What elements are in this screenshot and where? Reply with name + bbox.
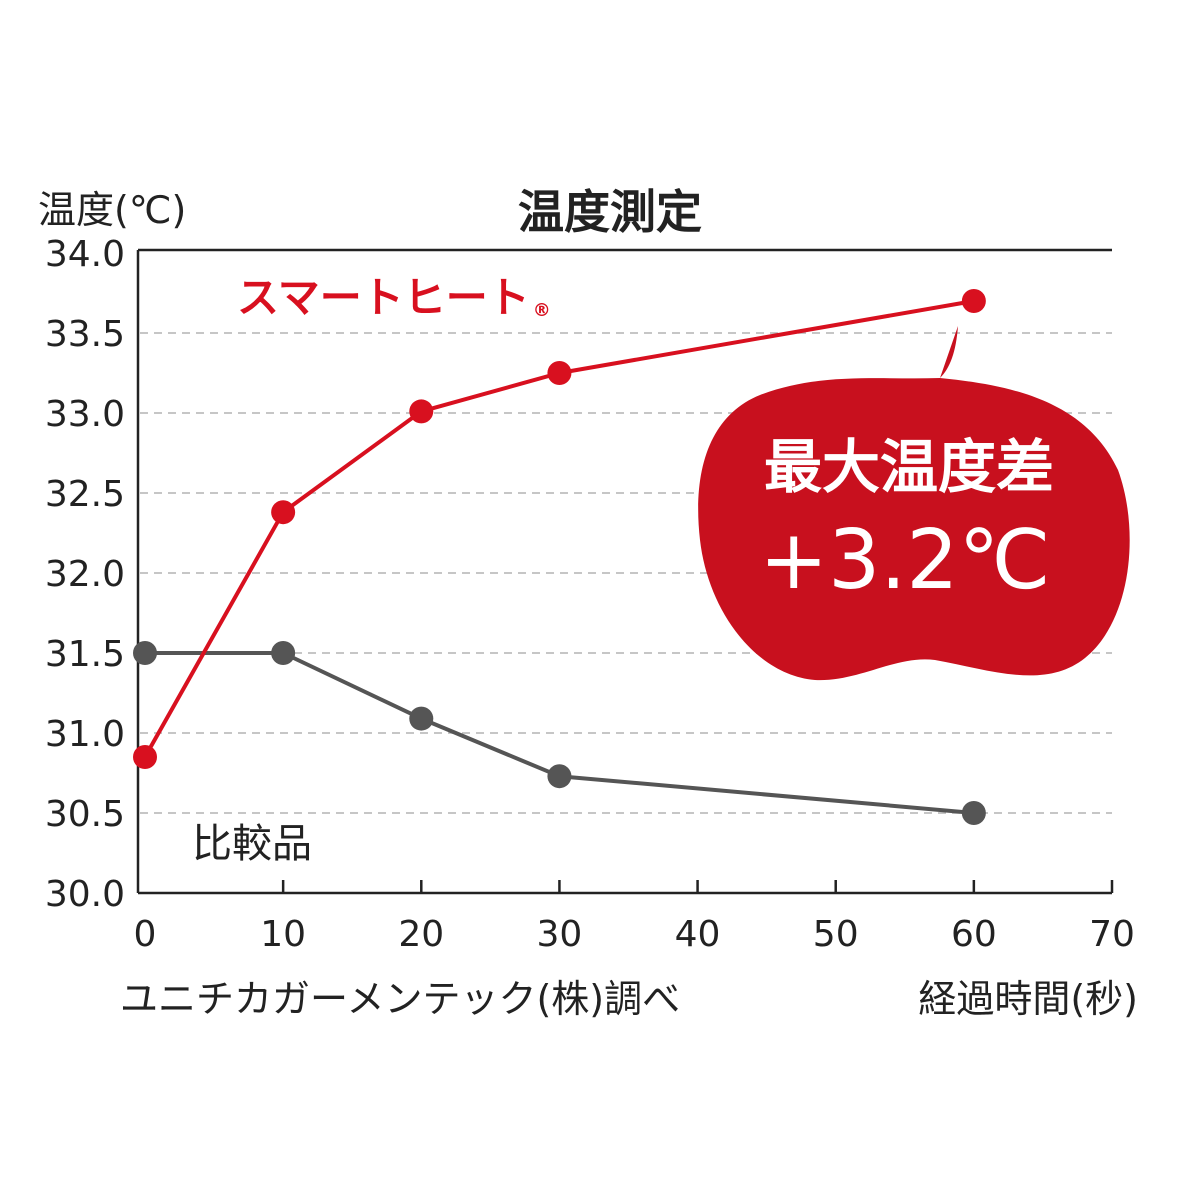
x-tick-label: 0 (134, 914, 157, 955)
data-point (409, 399, 434, 424)
annotation-callout: 最大温度差 +3.2℃ (698, 326, 1130, 681)
y-tick-label: 30.0 (45, 874, 125, 915)
data-point (271, 641, 296, 665)
y-tick-label: 30.5 (45, 794, 125, 835)
series-label-comparison: 比較品 (192, 821, 312, 867)
callout-line1: 最大温度差 (764, 433, 1054, 501)
series-layer (133, 289, 986, 825)
data-point (547, 764, 572, 789)
y-tick-label: 33.0 (45, 394, 125, 435)
x-axis-label: 経過時間(秒) (918, 977, 1138, 1021)
data-point (961, 289, 986, 313)
data-point (133, 641, 157, 665)
data-point (133, 745, 157, 769)
x-tick-label: 20 (398, 914, 444, 955)
x-tick-label: 30 (537, 914, 583, 955)
x-ticks: 0 10 20 30 40 50 60 70 (134, 880, 1135, 955)
x-tick-label: 10 (260, 914, 306, 955)
series-label-smartheat: スマートヒート ® (237, 273, 551, 322)
chart-title: 温度測定 (518, 185, 702, 239)
series-name-smartheat: スマートヒート (237, 273, 530, 322)
x-tick-label: 70 (1089, 914, 1135, 955)
source-note: ユニチカガーメンテック(株)調べ (120, 977, 680, 1021)
y-tick-label: 31.0 (45, 714, 125, 755)
series-0 (133, 289, 986, 769)
data-point (409, 706, 434, 731)
x-tick-label: 50 (813, 914, 859, 955)
x-tick-label: 40 (675, 914, 721, 955)
data-point (547, 361, 572, 385)
callout-blob (698, 326, 1130, 681)
callout-line2: +3.2℃ (759, 513, 1050, 608)
y-tick-label: 34.0 (45, 234, 125, 275)
grid-lines (140, 332, 1112, 814)
y-axis-label: 温度(℃) (38, 188, 186, 232)
data-point (271, 500, 296, 525)
y-tick-label: 32.5 (45, 474, 125, 515)
series-1 (133, 641, 986, 825)
y-tick-label: 33.5 (45, 314, 125, 355)
x-tick-label: 60 (951, 914, 997, 955)
registered-mark: ® (533, 300, 551, 321)
data-point (961, 801, 986, 825)
y-tick-label: 31.5 (45, 634, 125, 675)
y-tick-label: 32.0 (45, 554, 125, 595)
axes (136, 248, 1112, 895)
y-ticks: 30.0 30.5 31.0 31.5 32.0 32.5 33.0 33.5 34.0 (45, 234, 125, 915)
